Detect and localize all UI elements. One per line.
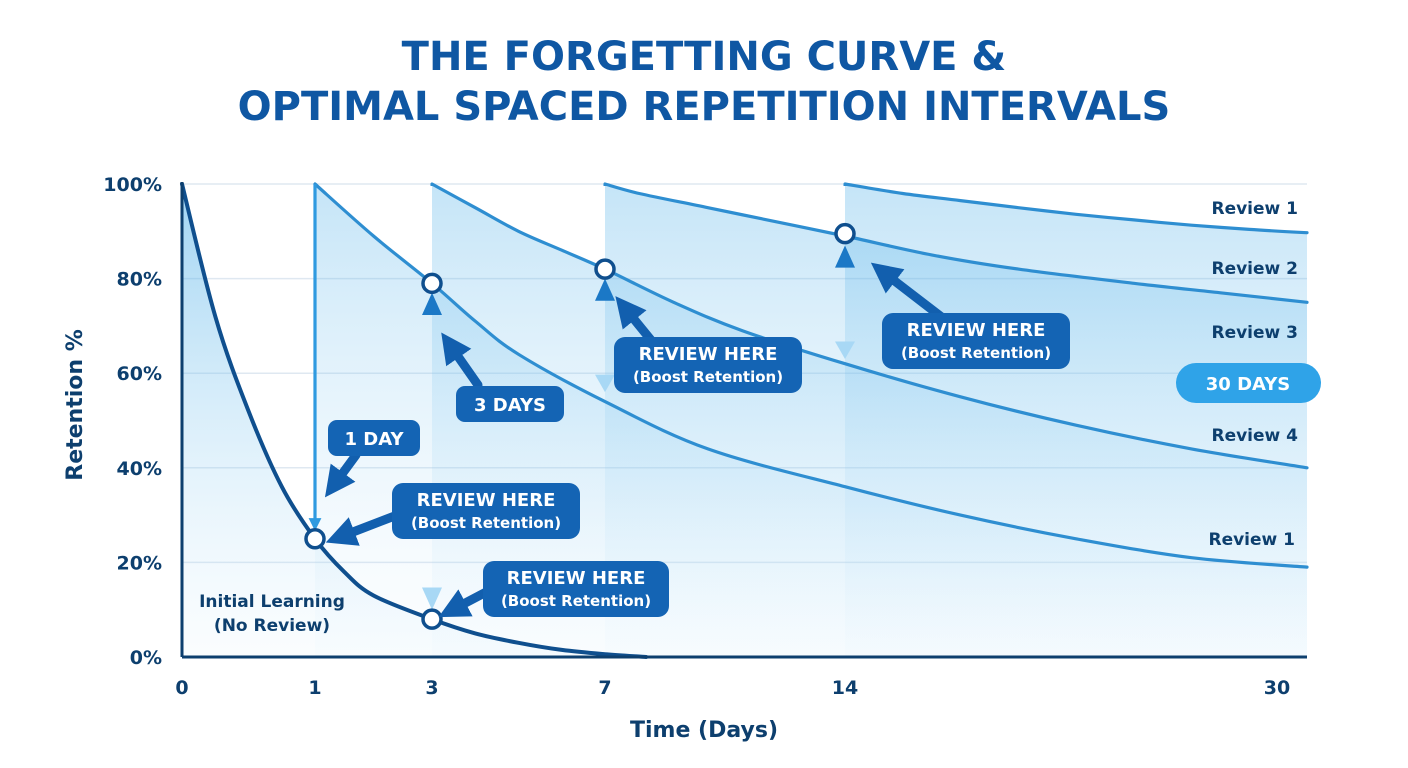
callout-2-main: REVIEW HERE: [507, 568, 646, 589]
callout-review-here-1: REVIEW HERE (Boost Retention): [392, 483, 580, 539]
callout-30-days-text: 30 DAYS: [1206, 374, 1290, 395]
initial-learning-note-line-2: (No Review): [214, 616, 330, 636]
y-tick-label-0: 0%: [130, 647, 162, 669]
x-tick-label-4: 14: [832, 677, 858, 699]
retention-curve-0: [180, 182, 649, 659]
boost-arrow-day-7-head-down: [595, 374, 615, 393]
y-axis-title: Retention %: [63, 329, 88, 481]
curve-label-review-1-top: Review 1: [1211, 199, 1298, 219]
curve-label-review-1-bottom: Review 1: [1208, 530, 1295, 550]
boost-arrow-day-14-head-down: [835, 341, 855, 360]
y-tick-label-5: 100%: [103, 174, 162, 196]
y-tick-label-3: 60%: [117, 363, 162, 385]
callout-3-days-text: 3 DAYS: [474, 395, 546, 416]
x-tick-label-3: 7: [598, 677, 611, 699]
callout-4-main: REVIEW HERE: [907, 320, 1046, 341]
pointer-3-days: [441, 332, 483, 390]
boost-arrow-day-7-head-up: [595, 278, 615, 301]
chart-axes: [180, 182, 1307, 659]
callout-1-day-text: 1 DAY: [345, 429, 405, 450]
curve-label-review-3: Review 3: [1211, 323, 1298, 343]
callout-review-here-2: REVIEW HERE (Boost Retention): [483, 561, 669, 617]
tick-labels: 0% 20% 40% 60% 80% 100% 0 1 3 7 14 30: [103, 174, 1290, 699]
callout-review-here-4: REVIEW HERE (Boost Retention): [882, 313, 1070, 369]
y-tick-label-4: 80%: [117, 269, 162, 291]
x-tick-label-1: 1: [308, 677, 321, 699]
x-tick-label-0: 0: [175, 677, 188, 699]
retention-curve-4: [843, 182, 1309, 235]
review-point-4: [834, 222, 856, 245]
callout-3-days: 3 DAYS: [456, 386, 564, 422]
y-tick-label-1: 20%: [117, 552, 162, 574]
review-points: [304, 222, 856, 630]
review-point-3: [594, 258, 616, 280]
curve-label-review-4: Review 4: [1211, 426, 1298, 446]
callout-1-main: REVIEW HERE: [417, 490, 556, 511]
callout-1-day: 1 DAY: [328, 420, 420, 456]
x-tick-label-2: 3: [425, 677, 438, 699]
review-arrows: [308, 184, 855, 610]
pointer-1-day: [324, 450, 361, 498]
review-point-0: [304, 528, 326, 550]
retention-curve-3: [603, 182, 1309, 304]
curve-label-review-2: Review 2: [1211, 259, 1298, 279]
callout-3-sub: (Boost Retention): [633, 368, 783, 386]
review-point-2: [421, 608, 443, 630]
chart-title-line-2: OPTIMAL SPACED REPETITION INTERVALS: [238, 84, 1171, 130]
boost-arrow-day-3-head-up: [422, 292, 442, 315]
review-point-1: [421, 272, 443, 295]
chart-title-line-1: THE FORGETTING CURVE &: [402, 34, 1007, 80]
x-axis-title: Time (Days): [630, 718, 778, 743]
boost-arrow-day-3-head-down: [422, 587, 442, 610]
y-tick-label-2: 40%: [117, 458, 162, 480]
callout-1-sub: (Boost Retention): [411, 514, 561, 532]
callout-4-sub: (Boost Retention): [901, 344, 1051, 362]
fill-area-4: [845, 184, 1307, 657]
boost-arrow-day-14-head-up: [835, 245, 855, 268]
callout-2-sub: (Boost Retention): [501, 592, 651, 610]
x-tick-label-5: 30: [1264, 677, 1290, 699]
initial-learning-note-line-1: Initial Learning: [199, 592, 345, 612]
retention-curve-2: [430, 182, 1309, 470]
fill-area-0: [182, 184, 647, 657]
callout-30-days: 30 DAYS: [1176, 363, 1321, 403]
callout-3-main: REVIEW HERE: [639, 344, 778, 365]
callout-review-here-3: REVIEW HERE (Boost Retention): [614, 337, 802, 393]
